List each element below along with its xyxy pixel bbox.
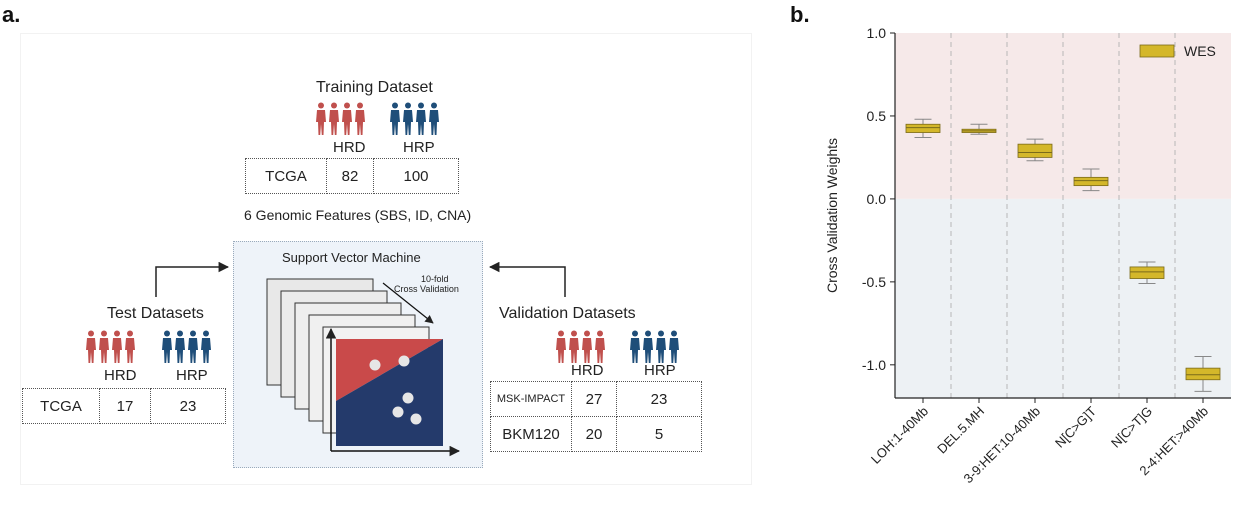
person-icon xyxy=(556,330,566,363)
hrp-people-icon xyxy=(162,330,211,363)
person-icon xyxy=(188,330,198,363)
svm-title: Support Vector Machine xyxy=(282,250,421,265)
connector-arrows xyxy=(155,261,566,297)
table-row: MSK-IMPACT 27 23 xyxy=(490,381,702,417)
x-tick-label: N[C>T]G xyxy=(1108,404,1155,451)
test-title: Test Datasets xyxy=(107,305,204,322)
hrp-people-icon xyxy=(630,330,679,363)
person-icon xyxy=(582,330,592,363)
test-hrd-label: HRD xyxy=(104,367,137,384)
hrd-people-icon xyxy=(556,330,605,363)
cv-label-line1: 10-fold xyxy=(421,274,449,284)
training-title: Training Dataset xyxy=(316,79,433,96)
test-people-icons xyxy=(86,330,211,363)
dataset-name: TCGA xyxy=(22,388,100,424)
person-icon xyxy=(429,102,439,135)
person-icon xyxy=(86,330,96,363)
hrd-people-icon xyxy=(86,330,135,363)
dataset-name: TCGA xyxy=(245,158,327,194)
person-icon xyxy=(403,102,413,135)
hrd-count: 17 xyxy=(99,388,151,424)
genomic-features-label: 6 Genomic Features (SBS, ID, CNA) xyxy=(244,207,472,223)
test-hrp-label: HRP xyxy=(176,367,208,384)
person-icon xyxy=(390,102,400,135)
y-tick-label: 0.0 xyxy=(867,191,887,207)
hrp-count: 5 xyxy=(616,416,702,452)
hrp-people-icon xyxy=(390,102,439,135)
x-tick-label: N[C>G]T xyxy=(1052,403,1099,450)
person-icon xyxy=(569,330,579,363)
table-row: TCGA 17 23 xyxy=(22,388,226,424)
y-tick-label: -0.5 xyxy=(862,274,886,290)
hrd-count: 82 xyxy=(326,158,374,194)
person-icon xyxy=(669,330,679,363)
box xyxy=(1129,266,1165,279)
training-table: TCGA 82 100 xyxy=(245,158,459,194)
validation-table: MSK-IMPACT 27 23 BKM120 20 5 xyxy=(490,381,702,452)
data-point xyxy=(369,359,381,371)
hrd-count: 20 xyxy=(571,416,617,452)
training-hrp-label: HRP xyxy=(403,139,435,156)
person-icon xyxy=(201,330,211,363)
box-plot-chart: 1.0 0.5 0.0 -0.5 -1.0 Cross Validation Weight… xyxy=(824,25,1231,486)
table-row: TCGA 82 100 xyxy=(245,158,459,194)
box xyxy=(905,123,941,133)
person-icon xyxy=(643,330,653,363)
box xyxy=(1073,176,1109,187)
person-icon xyxy=(112,330,122,363)
person-icon xyxy=(99,330,109,363)
y-tick-label: 1.0 xyxy=(867,25,887,41)
person-icon xyxy=(162,330,172,363)
hrd-people-icon xyxy=(316,102,365,135)
hrp-count: 23 xyxy=(616,381,702,417)
data-point xyxy=(402,392,414,404)
dataset-name: BKM120 xyxy=(490,416,572,452)
person-icon xyxy=(355,102,365,135)
validation-hrp-label: HRP xyxy=(644,362,676,379)
box xyxy=(1185,367,1221,381)
panel-b-label: b. xyxy=(790,2,810,27)
cv-arrow xyxy=(382,282,434,324)
validation-title: Validation Datasets xyxy=(499,305,636,322)
person-icon xyxy=(630,330,640,363)
validation-people-icons xyxy=(556,330,679,363)
person-icon xyxy=(595,330,605,363)
cv-label-line2: Cross Validation xyxy=(394,284,459,294)
legend-swatch xyxy=(1139,44,1175,58)
x-tick-label: DEL.5.MH xyxy=(934,404,987,457)
validation-hrd-label: HRD xyxy=(571,362,604,379)
data-point xyxy=(392,406,404,418)
y-tick-label: -1.0 xyxy=(862,357,886,373)
panel-a-label: a. xyxy=(2,2,21,27)
training-people-icons xyxy=(316,102,439,135)
legend-label: WES xyxy=(1184,43,1216,59)
person-icon xyxy=(656,330,666,363)
y-axis-label: Cross Validation Weights xyxy=(824,138,840,293)
data-point xyxy=(410,413,422,425)
validation-arrow xyxy=(488,261,566,297)
box xyxy=(1017,143,1053,158)
y-tick-label: 0.5 xyxy=(867,108,887,124)
test-arrow xyxy=(155,261,230,297)
data-point xyxy=(398,355,410,367)
hrp-count: 23 xyxy=(150,388,226,424)
hrd-count: 27 xyxy=(571,381,617,417)
person-icon xyxy=(125,330,135,363)
person-icon xyxy=(175,330,185,363)
person-icon xyxy=(329,102,339,135)
person-icon xyxy=(316,102,326,135)
person-icon xyxy=(416,102,426,135)
table-row: BKM120 20 5 xyxy=(490,416,702,452)
dataset-name: MSK-IMPACT xyxy=(490,381,572,417)
training-hrd-label: HRD xyxy=(333,139,366,156)
person-icon xyxy=(342,102,352,135)
hrp-count: 100 xyxy=(373,158,459,194)
svm-graphic xyxy=(266,278,461,457)
test-table: TCGA 17 23 xyxy=(22,388,226,424)
x-tick-label: LOH:1-40Mb xyxy=(868,404,931,467)
